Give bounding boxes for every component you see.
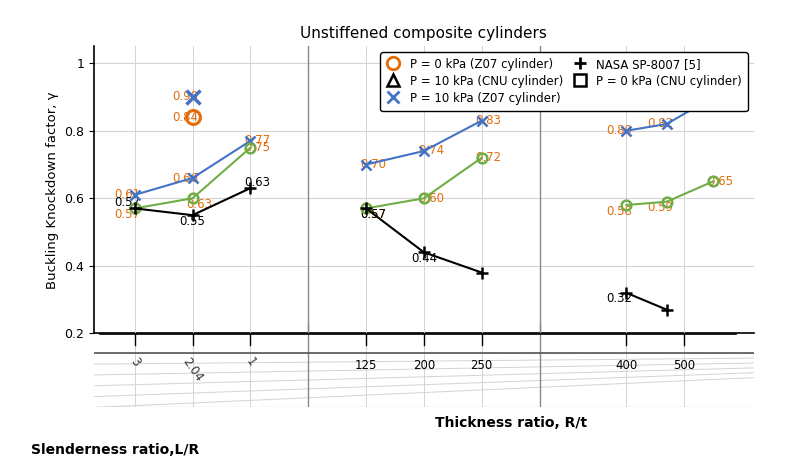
Text: Thickness ratio, R/t: Thickness ratio, R/t: [435, 416, 586, 430]
Text: 0.63: 0.63: [187, 198, 213, 211]
Text: 0.61: 0.61: [115, 188, 141, 201]
Text: 125: 125: [355, 358, 378, 371]
Text: 0.82: 0.82: [647, 118, 673, 131]
Text: 0.55: 0.55: [180, 215, 206, 228]
Title: Unstiffened composite cylinders: Unstiffened composite cylinders: [301, 26, 547, 41]
Text: 0.70: 0.70: [360, 158, 386, 171]
Text: 1: 1: [243, 356, 257, 369]
Text: 0.75: 0.75: [244, 141, 270, 154]
Text: 0.57: 0.57: [360, 208, 386, 221]
Text: 0.60: 0.60: [418, 192, 444, 205]
Legend: P = 0 kPa (Z07 cylinder), P = 10 kPa (CNU cylinder), P = 10 kPa (Z07 cylinder), : P = 0 kPa (Z07 cylinder), P = 10 kPa (CN…: [380, 52, 747, 112]
Text: 0.72: 0.72: [476, 151, 502, 164]
Text: 400: 400: [615, 358, 637, 371]
Text: 0.83: 0.83: [476, 114, 502, 127]
Text: 0.63: 0.63: [244, 175, 270, 188]
Text: 0.84: 0.84: [173, 111, 199, 124]
Text: 0.80: 0.80: [607, 124, 633, 137]
Text: 0.58: 0.58: [607, 205, 633, 218]
Text: 0.90: 0.90: [173, 90, 199, 103]
Text: 2.04: 2.04: [180, 356, 206, 384]
Text: 500: 500: [673, 358, 696, 371]
Text: 0.44: 0.44: [411, 252, 437, 265]
Text: 0.90: 0.90: [707, 90, 733, 103]
Text: Slenderness ratio,L/R: Slenderness ratio,L/R: [31, 443, 199, 457]
Text: 0.77: 0.77: [244, 134, 270, 147]
Text: 0.65: 0.65: [707, 175, 733, 188]
Y-axis label: Buckling Knockdown factor, γ: Buckling Knockdown factor, γ: [46, 91, 59, 288]
Text: 3: 3: [127, 356, 142, 369]
Text: 0.57: 0.57: [115, 196, 141, 209]
Text: 200: 200: [413, 358, 435, 371]
Text: 0.59: 0.59: [647, 201, 673, 214]
Text: 0.66: 0.66: [173, 171, 199, 185]
Text: 0.74: 0.74: [418, 144, 444, 157]
Text: 0.32: 0.32: [606, 293, 633, 306]
Text: 0.57: 0.57: [360, 208, 386, 221]
Text: 0.57: 0.57: [115, 208, 141, 221]
Text: 250: 250: [471, 358, 493, 371]
